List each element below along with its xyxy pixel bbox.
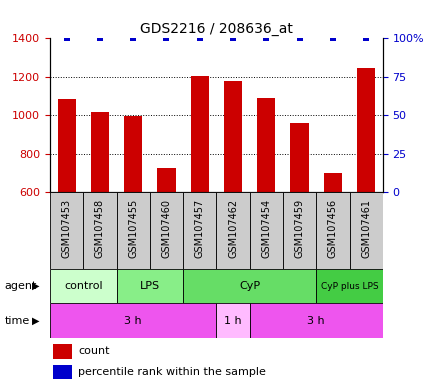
Bar <box>53 344 72 359</box>
Text: 3 h: 3 h <box>307 316 324 326</box>
Bar <box>316 269 382 303</box>
Text: ▶: ▶ <box>32 316 40 326</box>
Bar <box>190 76 208 192</box>
Bar <box>53 365 72 379</box>
Bar <box>116 192 149 269</box>
Bar <box>157 168 175 192</box>
Text: LPS: LPS <box>139 281 160 291</box>
Bar <box>283 192 316 269</box>
Bar <box>183 192 216 269</box>
Text: 3 h: 3 h <box>124 316 142 326</box>
Text: CyP plus LPS: CyP plus LPS <box>320 281 378 291</box>
Bar <box>149 192 183 269</box>
Bar <box>316 192 349 269</box>
Bar <box>116 269 183 303</box>
Text: GSM107461: GSM107461 <box>360 199 370 258</box>
Text: count: count <box>78 346 109 356</box>
Bar <box>256 98 275 192</box>
Text: GSM107462: GSM107462 <box>227 199 237 258</box>
Bar <box>57 99 76 192</box>
Text: GSM107460: GSM107460 <box>161 199 171 258</box>
Text: agent: agent <box>4 281 36 291</box>
Text: ▶: ▶ <box>32 281 40 291</box>
Text: GSM107454: GSM107454 <box>261 199 271 258</box>
Bar <box>91 112 109 192</box>
Bar <box>124 116 142 192</box>
Bar <box>216 192 249 269</box>
Bar <box>216 303 249 338</box>
Text: percentile rank within the sample: percentile rank within the sample <box>78 367 266 377</box>
Bar <box>323 173 341 192</box>
Bar <box>356 68 375 192</box>
Text: CyP: CyP <box>239 281 260 291</box>
Text: 1 h: 1 h <box>224 316 241 326</box>
Text: GSM107453: GSM107453 <box>62 199 72 258</box>
Bar <box>50 192 83 269</box>
Text: GSM107459: GSM107459 <box>294 199 304 258</box>
Bar <box>224 81 242 192</box>
Text: GSM107455: GSM107455 <box>128 199 138 258</box>
Bar <box>249 192 283 269</box>
Text: GSM107457: GSM107457 <box>194 199 204 258</box>
Bar <box>290 123 308 192</box>
Bar <box>83 192 116 269</box>
Text: GSM107458: GSM107458 <box>95 199 105 258</box>
Bar <box>50 269 116 303</box>
Bar <box>183 269 316 303</box>
Text: time: time <box>4 316 30 326</box>
Bar <box>50 303 216 338</box>
Title: GDS2216 / 208636_at: GDS2216 / 208636_at <box>140 22 292 36</box>
Bar <box>349 192 382 269</box>
Bar <box>249 303 382 338</box>
Text: control: control <box>64 281 102 291</box>
Text: GSM107456: GSM107456 <box>327 199 337 258</box>
